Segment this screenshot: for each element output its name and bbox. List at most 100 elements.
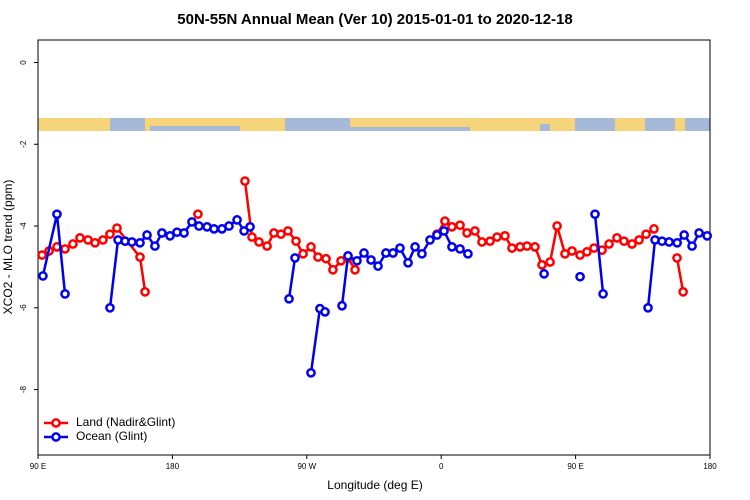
- data-point: [567, 246, 577, 256]
- data-point: [537, 260, 547, 270]
- data-point: [209, 224, 219, 234]
- data-point: [328, 264, 338, 275]
- data-point: [702, 230, 713, 241]
- data-point: [672, 237, 682, 248]
- data-point: [410, 242, 420, 252]
- data-point: [447, 222, 457, 232]
- data-point: [313, 252, 323, 262]
- chart-title: 50N-55N Annual Mean (Ver 10) 2015-01-01 …: [177, 11, 572, 28]
- y-tick-label: 0: [19, 60, 28, 65]
- data-point: [284, 293, 294, 304]
- data-point: [38, 271, 48, 281]
- data-point: [306, 367, 316, 378]
- data-point: [359, 248, 369, 258]
- data-point: [643, 302, 653, 313]
- data-point: [552, 221, 562, 231]
- data-point: [395, 243, 405, 253]
- map-ocean: [575, 118, 615, 131]
- data-point: [105, 302, 115, 313]
- data-point: [127, 237, 137, 247]
- data-point: [350, 264, 360, 275]
- data-point: [60, 289, 70, 299]
- data-point: [68, 239, 78, 249]
- data-point: [627, 239, 637, 249]
- map-ocean: [685, 118, 710, 131]
- map-ocean: [110, 118, 145, 131]
- map-ocean: [645, 118, 675, 131]
- data-point: [432, 230, 442, 240]
- map-strip: [38, 118, 710, 131]
- data-point: [649, 224, 659, 234]
- y-tick-label: -8: [19, 385, 28, 393]
- data-point: [440, 216, 450, 226]
- legend-label: Ocean (Glint): [76, 429, 147, 443]
- data-point: [539, 269, 549, 279]
- data-point: [298, 248, 308, 259]
- data-point: [463, 248, 473, 259]
- legend-marker: [51, 432, 61, 442]
- data-point: [224, 221, 234, 231]
- map-ocean: [540, 124, 550, 131]
- data-point: [290, 253, 300, 263]
- data-point: [135, 237, 145, 248]
- y-tick-label: -6: [19, 304, 28, 312]
- data-point: [634, 235, 644, 245]
- data-point: [352, 255, 362, 266]
- data-point: [240, 176, 250, 186]
- data-point: [589, 243, 599, 253]
- data-point: [165, 230, 175, 241]
- y-tick-label: -2: [19, 140, 28, 148]
- data-point: [150, 241, 160, 251]
- legend-label: Land (Nadir&Glint): [76, 415, 175, 429]
- data-point: [403, 257, 413, 268]
- map-ocean: [285, 118, 350, 131]
- data-point: [75, 233, 85, 243]
- x-tick-label: 180: [703, 462, 717, 471]
- data-point: [530, 242, 540, 252]
- data-point: [343, 251, 353, 261]
- data-point: [500, 230, 510, 241]
- data-point: [283, 226, 293, 236]
- data-point: [179, 228, 189, 238]
- data-point: [619, 236, 629, 247]
- data-point: [507, 243, 517, 253]
- data-point: [232, 215, 242, 225]
- data-point: [439, 226, 449, 236]
- data-point: [417, 248, 427, 259]
- data-point: [678, 287, 688, 297]
- x-axis-label: Longitude (deg E): [327, 478, 422, 492]
- data-point: [455, 220, 465, 231]
- data-point: [98, 235, 108, 245]
- data-point: [105, 229, 115, 240]
- data-point: [187, 217, 197, 227]
- data-point: [262, 241, 272, 251]
- data-point: [462, 228, 472, 238]
- data-point: [52, 209, 62, 220]
- data-point: [291, 236, 301, 247]
- data-point: [142, 230, 152, 240]
- data-point: [455, 244, 465, 254]
- data-point: [672, 253, 682, 263]
- data-point: [485, 236, 495, 247]
- data-point: [337, 300, 347, 311]
- data-point: [254, 237, 264, 247]
- data-point: [306, 242, 316, 252]
- data-point: [492, 232, 502, 242]
- data-point: [366, 255, 376, 265]
- data-point: [320, 307, 330, 317]
- map-ocean: [150, 126, 240, 131]
- x-tick-label: 180: [166, 462, 180, 471]
- data-point: [157, 228, 167, 238]
- data-point: [470, 226, 480, 236]
- data-point: [545, 257, 555, 267]
- data-point: [245, 222, 255, 232]
- data-point: [112, 223, 122, 233]
- data-point: [604, 239, 614, 249]
- series-line: [41, 180, 685, 293]
- data-point: [247, 232, 257, 242]
- x-tick-label: 90 W: [297, 462, 316, 471]
- data-point: [321, 253, 331, 264]
- data-point: [522, 241, 532, 251]
